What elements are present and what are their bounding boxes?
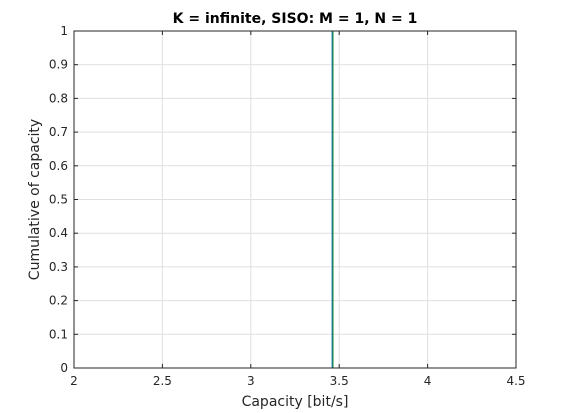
y-tick-label: 0.9 [49, 58, 68, 72]
x-tick-labels: 2 2.5 3 3.5 4 4.5 [70, 374, 525, 388]
ticks [73, 30, 517, 369]
x-tick-label: 2 [70, 374, 78, 388]
y-tick-label: 0.8 [49, 91, 68, 105]
chart-title: K = infinite, SISO: M = 1, N = 1 [173, 11, 418, 27]
series-group [331, 31, 334, 368]
y-tick-label: 0.6 [49, 159, 68, 173]
x-tick-label: 4.5 [506, 374, 525, 388]
y-tick-label: 0.7 [49, 125, 68, 139]
x-axis-title: Capacity [bit/s] [242, 394, 349, 410]
y-tick-label: 0.3 [49, 260, 68, 274]
y-tick-label: 0.5 [49, 193, 68, 207]
x-tick-label: 4 [424, 374, 432, 388]
y-tick-label: 0.2 [49, 294, 68, 308]
grid [74, 31, 516, 368]
x-tick-label: 3.5 [330, 374, 349, 388]
y-tick-label: 1 [60, 24, 68, 38]
y-tick-label: 0 [60, 361, 68, 375]
y-tick-labels: 0 0.1 0.2 0.3 0.4 0.5 0.6 0.7 0.8 0.9 1 [49, 24, 68, 375]
x-tick-label: 3 [247, 374, 255, 388]
y-tick-label: 0.4 [49, 226, 68, 240]
y-axis-title: Cumulative of capacity [27, 119, 43, 280]
y-tick-label: 0.1 [49, 327, 68, 341]
x-tick-label: 2.5 [153, 374, 172, 388]
